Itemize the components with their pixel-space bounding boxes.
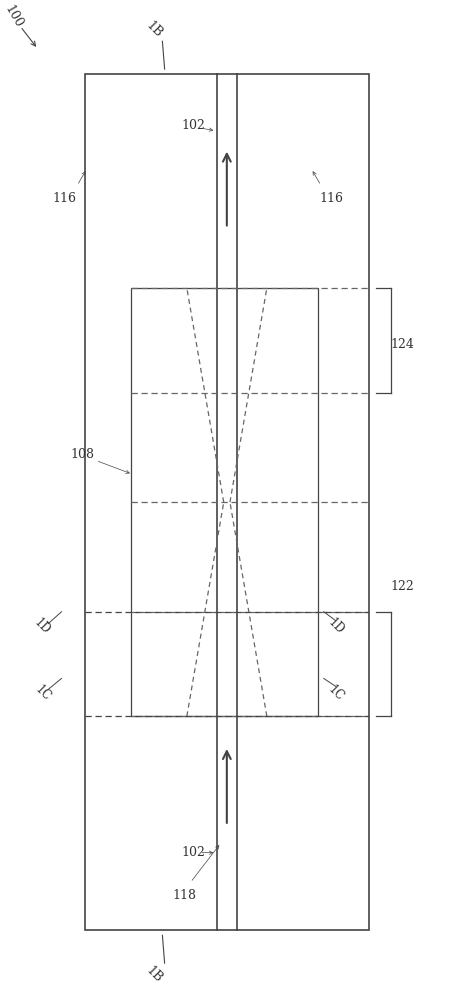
Text: 116: 116 (53, 192, 77, 205)
Text: 100: 100 (2, 3, 25, 30)
Text: 118: 118 (172, 889, 197, 902)
Bar (85, 74, 369, 930)
Text: 1C: 1C (326, 683, 346, 704)
Text: 1B: 1B (143, 964, 164, 986)
Text: 124: 124 (391, 338, 414, 351)
Text: 102: 102 (181, 119, 206, 132)
Text: 108: 108 (70, 448, 94, 461)
Text: 1C: 1C (32, 683, 53, 704)
Text: 1D: 1D (32, 616, 53, 637)
Text: 1B: 1B (143, 19, 164, 40)
Text: 102: 102 (181, 846, 206, 859)
Text: 122: 122 (391, 580, 414, 593)
Text: 1D: 1D (325, 616, 346, 637)
Text: 116: 116 (319, 192, 343, 205)
Bar (131, 288, 318, 716)
